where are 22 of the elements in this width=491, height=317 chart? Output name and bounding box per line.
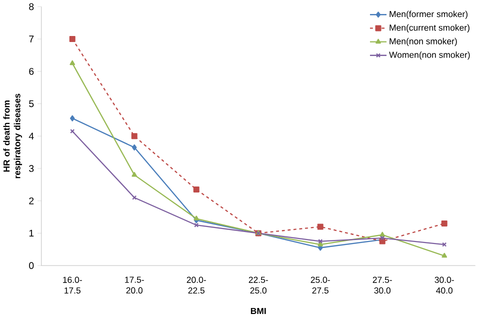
y-tick-label: 7 xyxy=(29,36,34,42)
x-tick-label: 20.0-22.5 xyxy=(186,276,206,294)
x-tick-label: 16.0-17.5 xyxy=(63,276,82,294)
y-tick-label: 5 xyxy=(29,100,34,108)
legend-label: Women(non smoker) xyxy=(389,51,470,60)
legend-label: Men(non smoker) xyxy=(390,38,457,46)
x-tick-label: 25.0-27.5 xyxy=(310,276,330,294)
x-tick-label: 27.5-30.0 xyxy=(372,276,392,294)
y-tick-label: 4 xyxy=(28,132,34,140)
y-tick-label: 2 xyxy=(29,197,34,204)
x-tick-label: 22.5-25.0 xyxy=(248,276,268,294)
x-tick-label: 17.5-20.0 xyxy=(125,276,144,294)
y-tick-label: 3 xyxy=(29,164,34,172)
x-axis-title: BMI xyxy=(250,308,266,314)
y-axis-title: HR of death from respiratory diseases xyxy=(3,94,22,178)
y-tick-label: 6 xyxy=(29,68,34,75)
x-tick-label: 30.0-40.0 xyxy=(434,276,454,294)
y-tick-label: 0 xyxy=(29,262,34,269)
legend-label: Men(former smoker) xyxy=(390,10,468,19)
y-tick-label: 1 xyxy=(29,230,34,236)
y-tick-label: 8 xyxy=(29,3,34,10)
legend-label: Men(current smoker) xyxy=(390,24,470,32)
